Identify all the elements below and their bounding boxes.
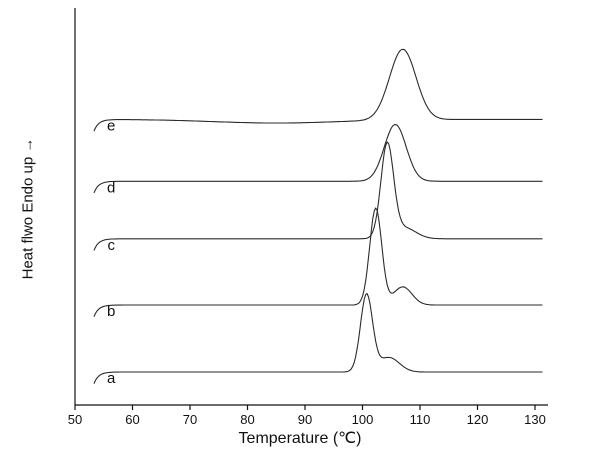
curve-label-e: e xyxy=(107,117,115,134)
curve-b xyxy=(93,207,543,317)
x-tick-label-60: 60 xyxy=(125,412,139,427)
x-tick-label-120: 120 xyxy=(467,412,489,427)
x-ticks-group: 50 60 70 80 90 100 110 120 130 xyxy=(68,405,546,427)
curve-label-b: b xyxy=(107,303,115,320)
curve-e xyxy=(93,48,543,132)
x-tick-label-70: 70 xyxy=(183,412,197,427)
curve-a xyxy=(93,293,543,384)
x-tick-label-50: 50 xyxy=(68,412,82,427)
curve-label-a: a xyxy=(107,370,116,387)
x-tick-label-130: 130 xyxy=(524,412,546,427)
curve-c xyxy=(93,141,543,251)
curve-label-d: d xyxy=(107,179,115,196)
curve-labels-group: a b c d e xyxy=(107,117,116,387)
x-axis-title: Temperature (℃) xyxy=(238,430,362,447)
curves-group xyxy=(93,48,543,384)
x-tick-label-90: 90 xyxy=(298,412,312,427)
x-tick-label-80: 80 xyxy=(240,412,254,427)
y-axis-title: Heat flwo Endo up → xyxy=(19,137,37,280)
axes-group xyxy=(74,8,548,406)
curve-d xyxy=(93,124,543,194)
curve-label-c: c xyxy=(107,237,115,254)
x-tick-label-100: 100 xyxy=(352,412,374,427)
x-tick-label-110: 110 xyxy=(410,412,431,427)
